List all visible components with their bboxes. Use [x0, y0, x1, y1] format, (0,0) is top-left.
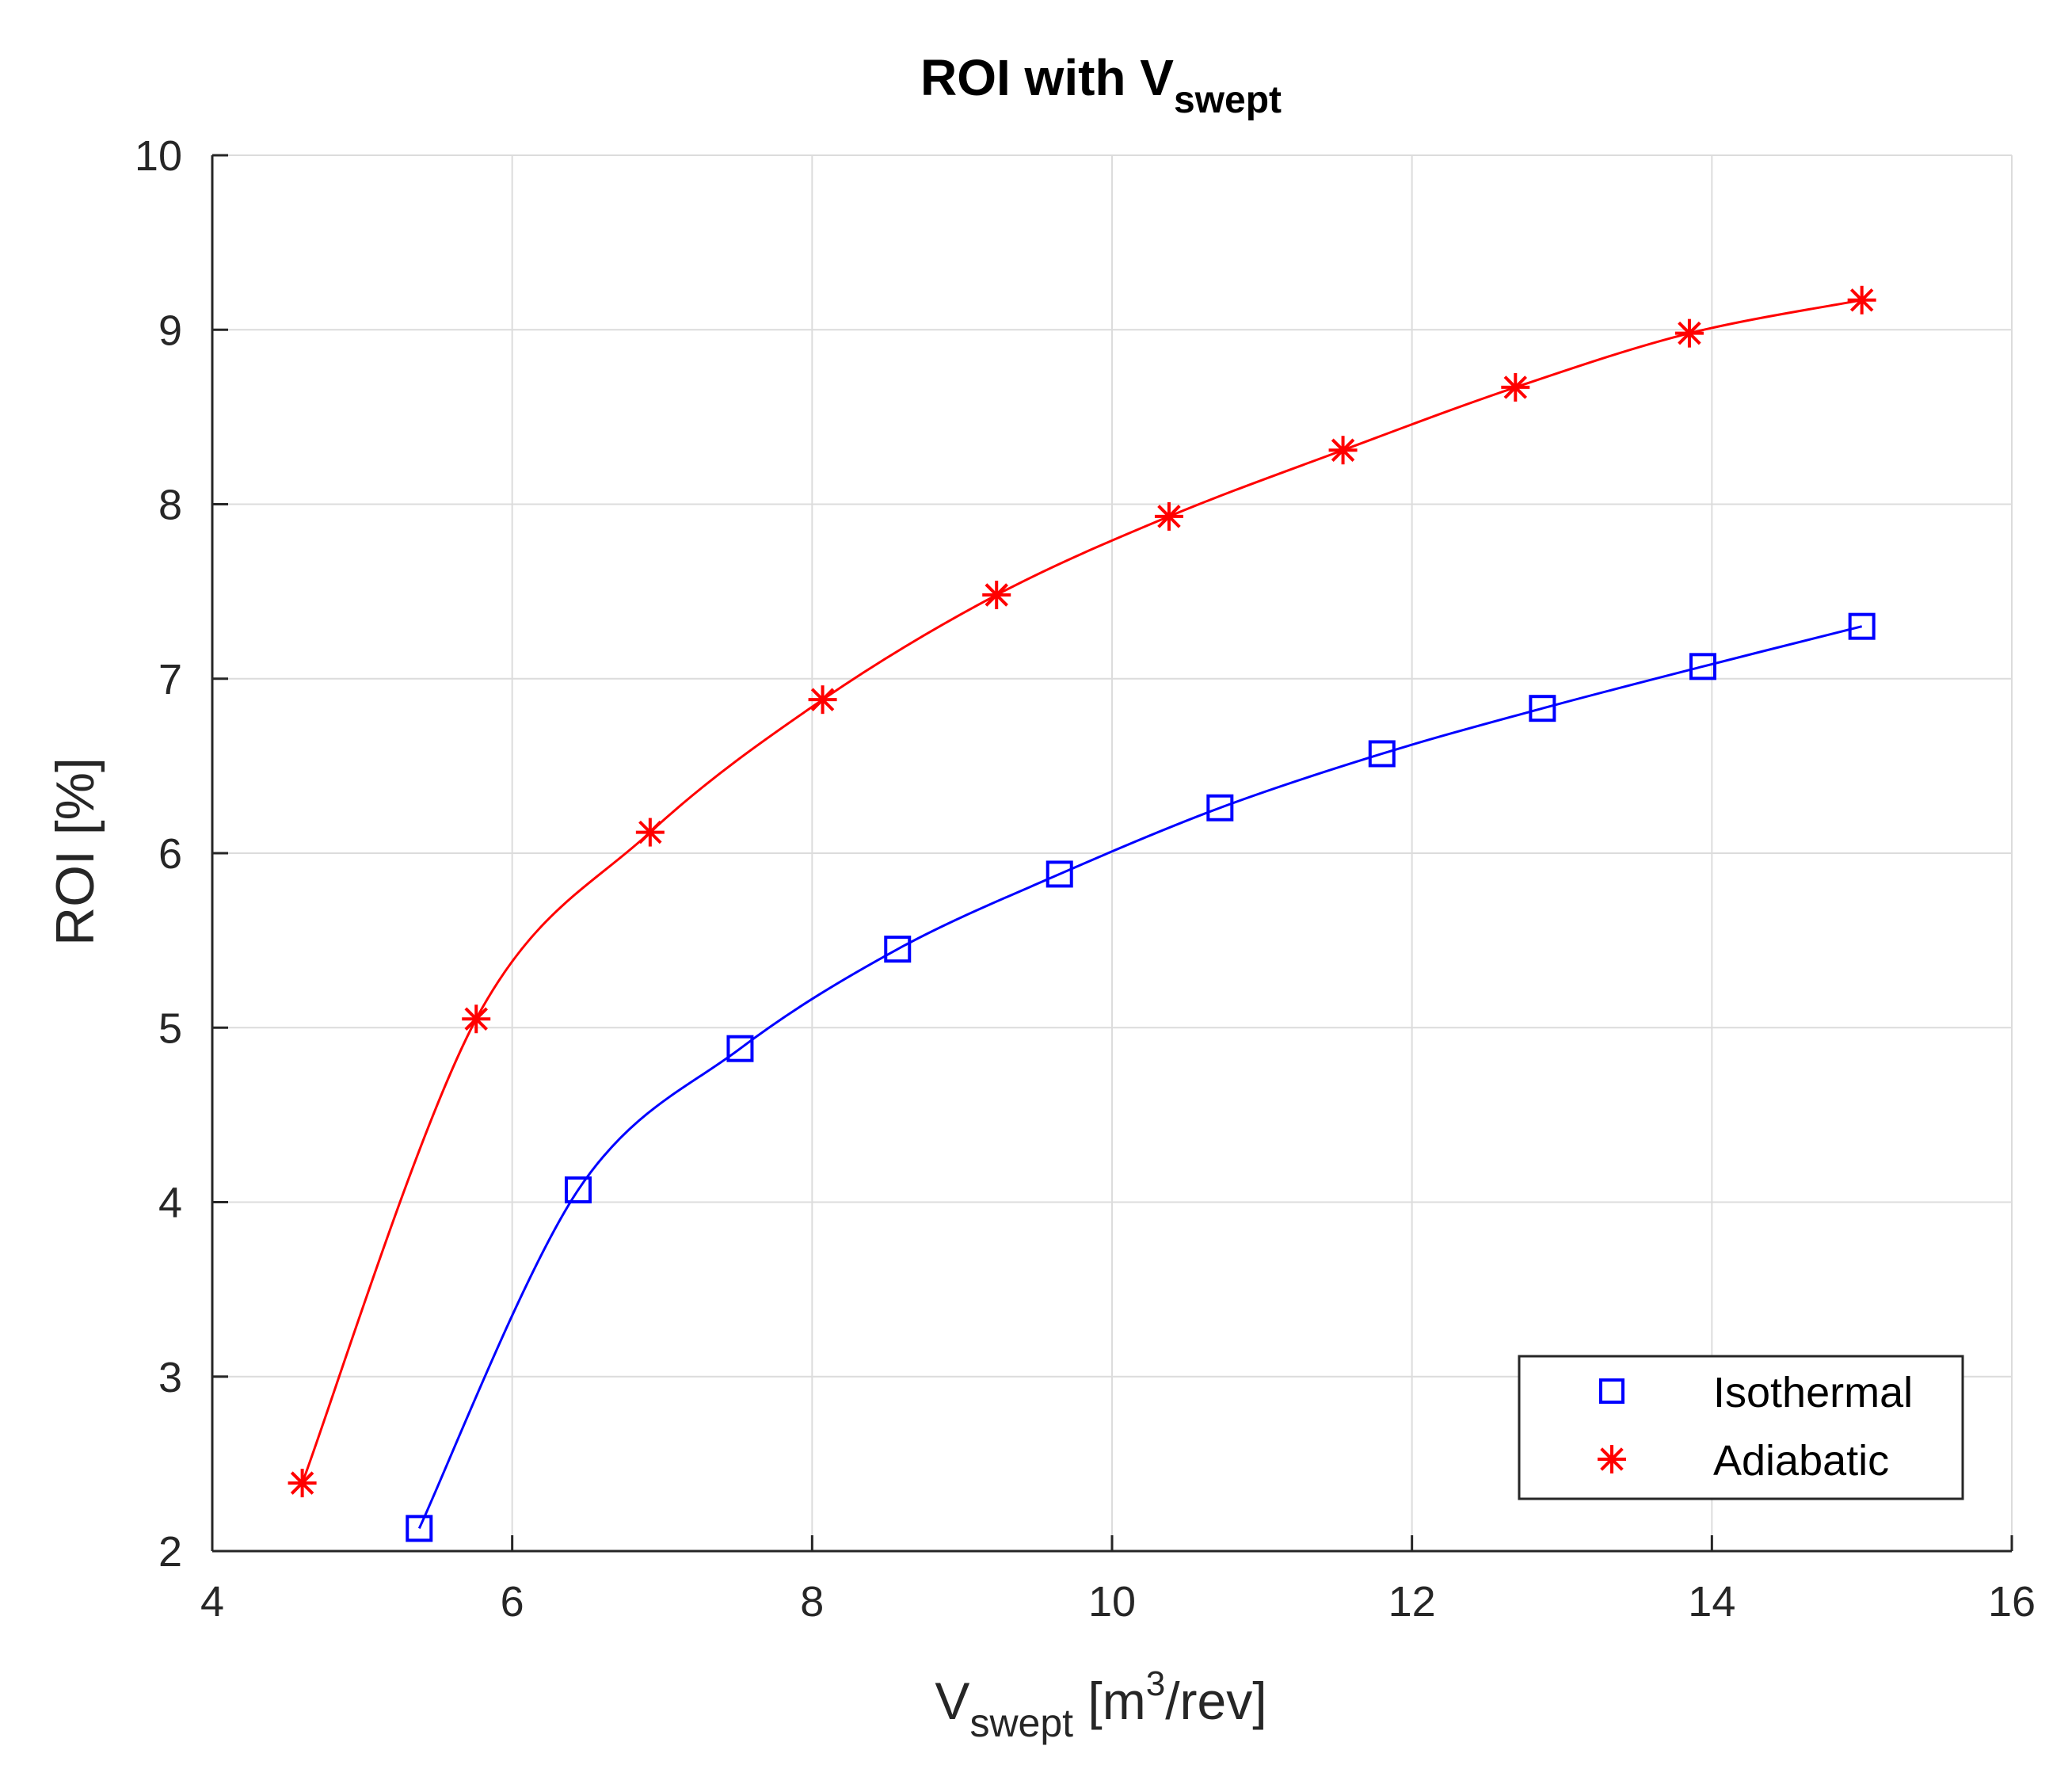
- x-axis-label: Vswept [m3/rev]: [935, 1664, 1266, 1745]
- x-tick-label: 8: [800, 1578, 824, 1626]
- data-point-isothermal: [726, 1035, 754, 1062]
- data-point-adiabatic: [1501, 372, 1530, 402]
- data-point-isothermal: [884, 936, 912, 963]
- data-point-isothermal: [1848, 612, 1876, 640]
- series-line-isothermal: [417, 625, 1863, 1530]
- chart-title-subscript: swept: [1174, 79, 1282, 121]
- data-point-adiabatic: [982, 581, 1011, 610]
- y-tick-label: 8: [158, 482, 182, 529]
- chart-title-main: ROI with V: [920, 49, 1174, 106]
- data-point-isothermal: [1206, 794, 1234, 821]
- y-tick-label: 3: [158, 1354, 182, 1401]
- x-axis-label-subscript: swept: [969, 1701, 1073, 1745]
- x-axis-label-unit-open: [m: [1073, 1672, 1146, 1730]
- y-tick-label: 9: [158, 307, 182, 354]
- y-tick-label: 7: [158, 656, 182, 703]
- data-point-isothermal: [564, 1176, 592, 1204]
- legend-label-isothermal: Isothermal: [1713, 1369, 1913, 1416]
- x-tick-label: 16: [1988, 1578, 2036, 1626]
- data-point-isothermal: [406, 1515, 433, 1542]
- y-tick-labels: 2 3 4 5 6 7 8 9 10: [135, 132, 182, 1576]
- data-point-isothermal: [1529, 695, 1556, 722]
- legend-box: [1518, 1355, 1964, 1500]
- legend-marker-isothermal: [1599, 1378, 1624, 1404]
- x-tick-label: 14: [1688, 1578, 1735, 1626]
- data-point-adiabatic: [635, 818, 665, 847]
- data-point-adiabatic: [288, 1469, 317, 1498]
- y-tick-label: 2: [158, 1528, 182, 1576]
- x-axis-label-superscript: 3: [1146, 1664, 1165, 1703]
- legend-marker-adiabatic: [1598, 1445, 1626, 1473]
- data-point-adiabatic: [1674, 318, 1704, 348]
- data-point-adiabatic: [808, 685, 837, 715]
- x-tick-label: 12: [1388, 1578, 1436, 1626]
- data-point-isothermal: [1689, 653, 1716, 680]
- legend: Isothermal Adiabatic: [1518, 1355, 1964, 1500]
- data-point-adiabatic: [1847, 285, 1876, 314]
- y-axis-label: ROI [%]: [45, 757, 105, 946]
- x-tick-labels: 4 6 8 10 12 14 16: [200, 1578, 2036, 1626]
- data-point-isothermal: [1368, 740, 1396, 768]
- data-point-adiabatic: [1328, 436, 1358, 465]
- series-markers: [288, 285, 1876, 1542]
- axes: [211, 154, 2013, 1553]
- x-axis-label-unit-close: /rev]: [1165, 1672, 1266, 1730]
- data-point-adiabatic: [1154, 501, 1183, 531]
- y-tick-label: 6: [158, 830, 182, 878]
- legend-label-adiabatic: Adiabatic: [1713, 1437, 1889, 1485]
- y-tick-label: 4: [158, 1180, 182, 1227]
- x-tick-label: 4: [200, 1578, 224, 1626]
- data-point-isothermal: [1046, 860, 1073, 888]
- chart-title: ROI with Vswept: [920, 49, 1282, 121]
- y-tick-label: 5: [158, 1004, 182, 1052]
- y-tick-label: 10: [135, 132, 182, 180]
- x-tick-label: 6: [501, 1578, 524, 1626]
- legend-asterisk-glyph: [1598, 1445, 1626, 1473]
- x-tick-label: 10: [1088, 1578, 1136, 1626]
- x-axis-label-main: V: [935, 1672, 969, 1730]
- data-point-adiabatic: [462, 1004, 491, 1034]
